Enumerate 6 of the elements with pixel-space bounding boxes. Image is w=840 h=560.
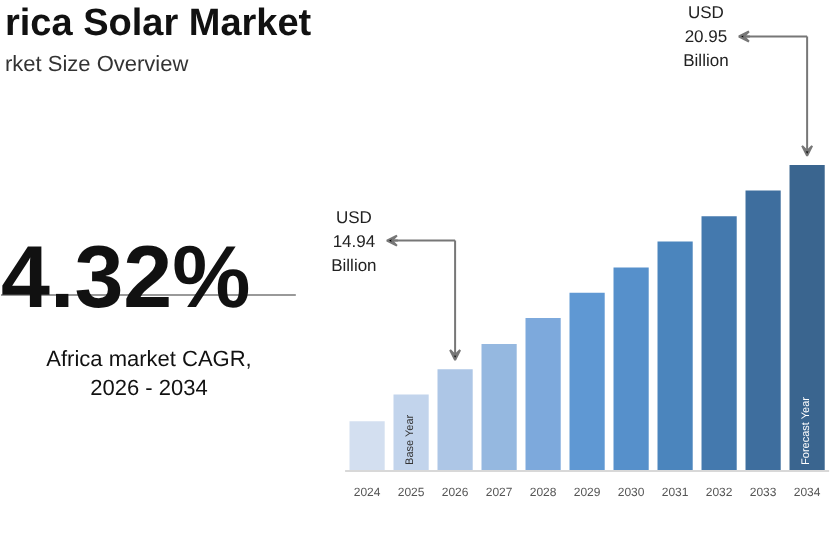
- chart-title: rica Solar Market: [5, 3, 313, 45]
- text: Africa market CAGR, 2026 - 2034: [46, 348, 252, 401]
- text: rket Size Overview: [5, 53, 189, 77]
- text: 4.32%: [1, 229, 251, 327]
- annotation: USD 14.94 Billion: [331, 206, 378, 275]
- text: USD 20.95 Billion: [683, 2, 730, 71]
